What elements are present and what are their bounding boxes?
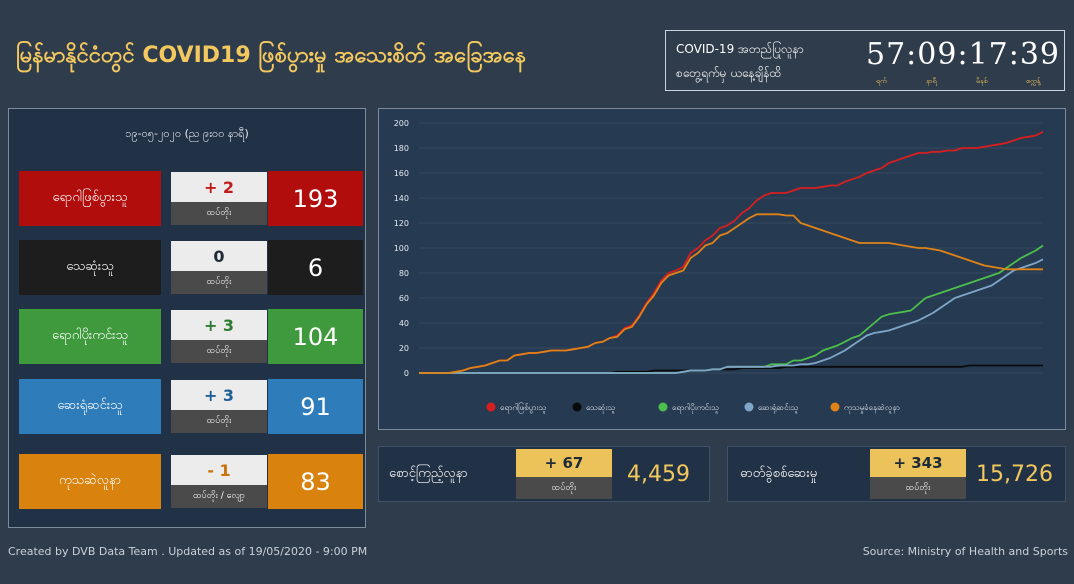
trend-chart-svg: 0 20 40 60 80 100 120 140 160 180 200 ရောဂါဖြစ်ပွား… <box>394 119 1044 414</box>
trend-chart: 0 20 40 60 80 100 120 140 160 180 200 ရောဂါဖြစ်ပွား… <box>378 108 1066 430</box>
unit-hours: နာရီ <box>926 77 937 85</box>
series-line <box>419 244 1044 374</box>
legend-label: ရောဂါပိုးကင်းသူ <box>672 402 719 414</box>
stat-delta-caption: ထပ်တိုး <box>171 410 267 433</box>
stat-label: သေဆုံးသူ <box>19 240 161 295</box>
observation-value: 4,459 <box>627 461 690 487</box>
unit-minutes: မိနစ် <box>976 77 988 85</box>
stat-deaths: သေဆုံးသူ 0 ထပ်တိုး 6 <box>19 240 363 295</box>
stat-discharged: ဆေးရုံဆင်းသူ + 3 ထပ်တိုး 91 <box>19 379 363 434</box>
legend-marker <box>658 402 668 412</box>
y-tick-label: 160 <box>394 169 409 178</box>
stat-delta-caption: ထပ်တိုး <box>171 271 267 294</box>
tests-value: 15,726 <box>976 461 1053 487</box>
stats-date: ၁၉-၀၅-၂၀၂၀ (ည ၉း၀၀ နာရီ) <box>125 127 249 140</box>
y-tick-label: 40 <box>399 319 409 328</box>
stat-value: 193 <box>268 171 363 226</box>
y-tick-label: 180 <box>394 144 409 153</box>
legend-label: သေဆုံးသူ <box>586 403 615 414</box>
series-line <box>419 130 1044 374</box>
stat-confirmed: ရောဂါဖြစ်ပွားသူ + 2 ထပ်တိုး 193 <box>19 171 363 226</box>
legend-label: ရောဂါဖြစ်ပွားသူ <box>500 402 546 414</box>
stat-delta: + 3 <box>171 310 267 340</box>
observation-delta-caption: ထပ်တိုး <box>516 477 612 499</box>
legend-marker <box>572 402 582 412</box>
observation-box: စောင့်ကြည့်လူနာ + 67 ထပ်တိုး 4,459 <box>378 446 710 502</box>
stat-delta: 0 <box>171 241 267 271</box>
stat-delta-caption: ထပ်တိုး <box>171 202 267 225</box>
stat-value: 6 <box>268 240 363 295</box>
stat-value: 83 <box>268 454 363 509</box>
y-tick-label: 80 <box>399 269 409 278</box>
y-tick-label: 140 <box>394 194 409 203</box>
tests-box: ဓာတ်ခွဲစစ်ဆေးမှု + 343 ထပ်တိုး 15,726 <box>727 446 1066 502</box>
y-tick-label: 100 <box>394 244 409 253</box>
series-line <box>419 213 1043 374</box>
tests-delta: + 343 <box>870 449 966 477</box>
credit-text: Created by DVB Data Team . Updated as of… <box>8 545 368 558</box>
legend-marker <box>744 402 754 412</box>
legend-marker <box>830 402 840 412</box>
stat-delta-caption: ထပ်တိုး / လျော့ <box>171 485 267 508</box>
y-tick-label: 120 <box>394 219 409 228</box>
stat-recovered: ရောဂါပိုးကင်းသူ + 3 ထပ်တိုး 104 <box>19 309 363 364</box>
legend-label: ကုသမှုခံနေဆဲလူနာ <box>844 402 900 414</box>
stat-delta: - 1 <box>171 455 267 485</box>
unit-days: ရက် <box>876 77 887 85</box>
y-tick-label: 60 <box>399 294 409 303</box>
stat-label: ဆေးရုံဆင်းသူ <box>19 379 161 434</box>
series-line <box>419 258 1044 374</box>
tests-delta-caption: ထပ်တိုး <box>870 477 966 499</box>
unit-seconds: စက္ကန့် <box>1026 77 1041 85</box>
stat-label: ရောဂါဖြစ်ပွားသူ <box>19 171 161 226</box>
y-tick-label: 200 <box>394 119 409 128</box>
stat-delta: + 3 <box>171 380 267 410</box>
stat-delta-caption: ထပ်တိုး <box>171 340 267 363</box>
stats-panel: ၁၉-၀၅-၂၀၂၀ (ည ၉း၀၀ နာရီ) ရောဂါဖြစ်ပွားသူ… <box>8 108 366 528</box>
days-since-first-case-counter: COVID-19 အတည်ပြုလူနာ စတွေ့ရက်မှ ယနေ့ချိန… <box>665 30 1065 91</box>
stat-delta: + 2 <box>171 172 267 202</box>
y-tick-label: 20 <box>399 344 409 353</box>
stat-value: 91 <box>268 379 363 434</box>
y-tick-label: 0 <box>404 369 409 378</box>
stat-label: ကုသဆဲလူနာ <box>19 454 161 509</box>
observation-label: စောင့်ကြည့်လူနာ <box>389 465 468 481</box>
page-title: မြန်မာနိုင်ငံတွင် COVID19 ဖြစ်ပွားမှု အသ… <box>16 43 527 68</box>
stat-value: 104 <box>268 309 363 364</box>
source-text: Source: Ministry of Health and Sports <box>862 545 1068 558</box>
legend-marker <box>486 402 496 412</box>
counter-time: 57:09:17:39 <box>866 37 1061 72</box>
stat-label: ရောဂါပိုးကင်းသူ <box>19 309 161 364</box>
tests-label: ဓာတ်ခွဲစစ်ဆေးမှု <box>740 465 818 481</box>
legend-label: ဆေးရုံဆင်းသူ <box>758 402 798 414</box>
stat-active: ကုသဆဲလူနာ - 1 ထပ်တိုး / လျော့ 83 <box>19 454 363 509</box>
counter-caption-line1: COVID-19 အတည်ပြုလူနာ <box>676 42 804 56</box>
counter-caption-line2: စတွေ့ရက်မှ ယနေ့ချိန်ထိ <box>676 66 782 80</box>
observation-delta: + 67 <box>516 449 612 477</box>
